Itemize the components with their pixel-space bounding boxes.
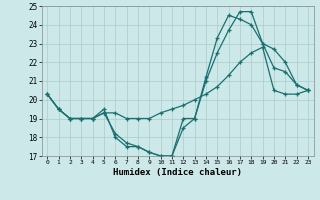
X-axis label: Humidex (Indice chaleur): Humidex (Indice chaleur) [113,168,242,177]
